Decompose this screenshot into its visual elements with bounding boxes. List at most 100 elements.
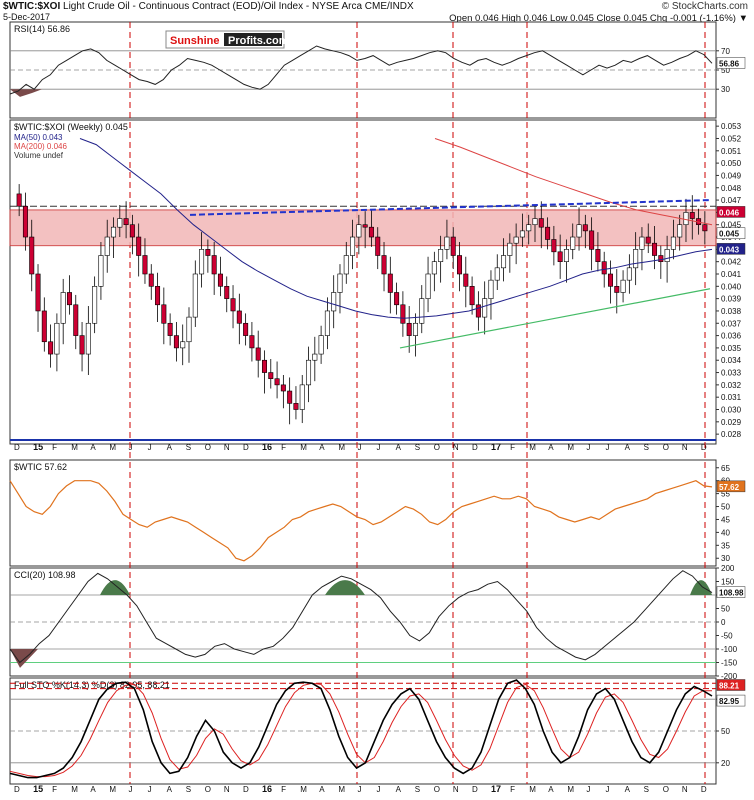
watermark-dark-box <box>224 33 282 46</box>
candle-body <box>104 236 110 256</box>
candle-body <box>658 255 664 262</box>
month-tick-label: J <box>586 785 590 794</box>
month-tick-label: D <box>243 785 249 794</box>
candle-body <box>217 273 223 287</box>
month-tick-label: 17 <box>491 442 501 452</box>
candle-body <box>582 224 588 232</box>
candle-body <box>66 292 72 306</box>
sto-last-d: 88.21 <box>719 681 740 690</box>
candle-body <box>450 236 456 256</box>
sto-title: Full STO %K(14,3) %D(3) 82.95, 88.21 <box>14 680 170 690</box>
price-axis-label: 0.041 <box>721 270 742 279</box>
candle-body <box>589 230 595 250</box>
candle-body <box>469 286 475 306</box>
candle-body <box>35 273 41 312</box>
price-axis-label: 0.034 <box>721 356 742 365</box>
candle-body <box>148 273 154 287</box>
month-tick-label: J <box>377 443 381 452</box>
month-tick-label: A <box>167 785 173 794</box>
candle-body <box>419 298 425 324</box>
candle-body <box>312 353 318 361</box>
candle-body <box>595 249 601 262</box>
candle-body <box>513 236 519 244</box>
candle-body <box>117 218 123 228</box>
candle-body <box>620 279 626 293</box>
month-tick-label: A <box>167 443 173 452</box>
symbol: $WTIC:$XOI <box>3 1 61 12</box>
candle-body <box>689 212 695 219</box>
cci-axis-label: 150 <box>721 578 735 587</box>
candle-body <box>230 298 236 312</box>
candle-body <box>16 193 22 207</box>
month-tick-label: F <box>281 785 286 794</box>
candle-body <box>425 273 431 299</box>
price-axis-label: 0.028 <box>721 430 742 439</box>
price-axis-label: 0.040 <box>721 282 742 291</box>
wtic-line <box>9 480 713 562</box>
candle-body <box>48 341 54 355</box>
month-tick-label: N <box>682 785 688 794</box>
candle-body <box>287 390 293 404</box>
watermark-profits: Profits.com <box>228 35 289 47</box>
month-tick-label: J <box>586 443 590 452</box>
candle-body <box>324 310 330 336</box>
source-credit: © StockCharts.com <box>661 1 748 12</box>
candle-body <box>633 249 639 269</box>
candle-body <box>431 261 437 275</box>
candle-body <box>507 242 513 256</box>
month-tick-label: M <box>529 443 536 452</box>
month-tick-label: O <box>205 443 211 452</box>
rising-resistance-line <box>189 199 711 216</box>
support-trendline <box>399 288 711 349</box>
panel-frame-price <box>9 119 717 445</box>
rsi-axis-label: 50 <box>721 66 730 75</box>
rsi-axis-label: 30 <box>721 85 730 94</box>
sto-axis-label: 50 <box>721 727 730 736</box>
candle-body <box>167 322 173 336</box>
month-tick-label: D <box>701 785 707 794</box>
candle-body <box>261 359 267 373</box>
month-tick-label: D <box>14 785 20 794</box>
month-tick-label: M <box>567 443 574 452</box>
candle-body <box>551 239 557 253</box>
candle-body <box>488 279 494 299</box>
month-tick-label: S <box>644 785 649 794</box>
rsi-line <box>9 45 713 95</box>
month-tick-label: S <box>186 785 191 794</box>
month-tick-label: J <box>606 785 610 794</box>
price-last-ma50: 0.043 <box>719 245 740 254</box>
candle-body <box>387 273 393 293</box>
cci-axis-label: 200 <box>721 564 735 573</box>
cci-axis-label: -200 <box>721 672 738 681</box>
month-tick-label: D <box>243 443 249 452</box>
month-tick-label: A <box>396 443 402 452</box>
candle-body <box>211 255 217 275</box>
month-tick-label: S <box>644 443 649 452</box>
candle-body <box>293 403 299 410</box>
candle-body <box>645 236 651 244</box>
candle-body <box>92 286 98 324</box>
month-tick-label: A <box>319 443 325 452</box>
month-tick-label: M <box>338 785 345 794</box>
month-tick-label: M <box>300 785 307 794</box>
month-tick-label: J <box>377 785 381 794</box>
candle-body <box>123 218 129 226</box>
candle-body <box>192 273 198 318</box>
wtic-axis-label: 45 <box>721 515 730 524</box>
candle-body <box>173 335 179 349</box>
month-tick-label: M <box>71 443 78 452</box>
month-tick-label: O <box>663 443 669 452</box>
candle-body <box>557 251 563 262</box>
candle-body <box>519 230 525 238</box>
price-axis-label: 0.048 <box>721 184 742 193</box>
legend-ma50: MA(50) 0.043 <box>14 133 63 142</box>
month-tick-label: O <box>434 443 440 452</box>
candle-body <box>129 224 135 238</box>
wtic-last-value: 57.62 <box>719 483 740 492</box>
candle-body <box>22 205 28 238</box>
candle-body <box>362 224 368 228</box>
price-last-close: 0.045 <box>719 230 740 239</box>
candle-body <box>79 335 85 355</box>
candle-body <box>601 261 607 275</box>
wtic-axis-label: 35 <box>721 541 730 550</box>
